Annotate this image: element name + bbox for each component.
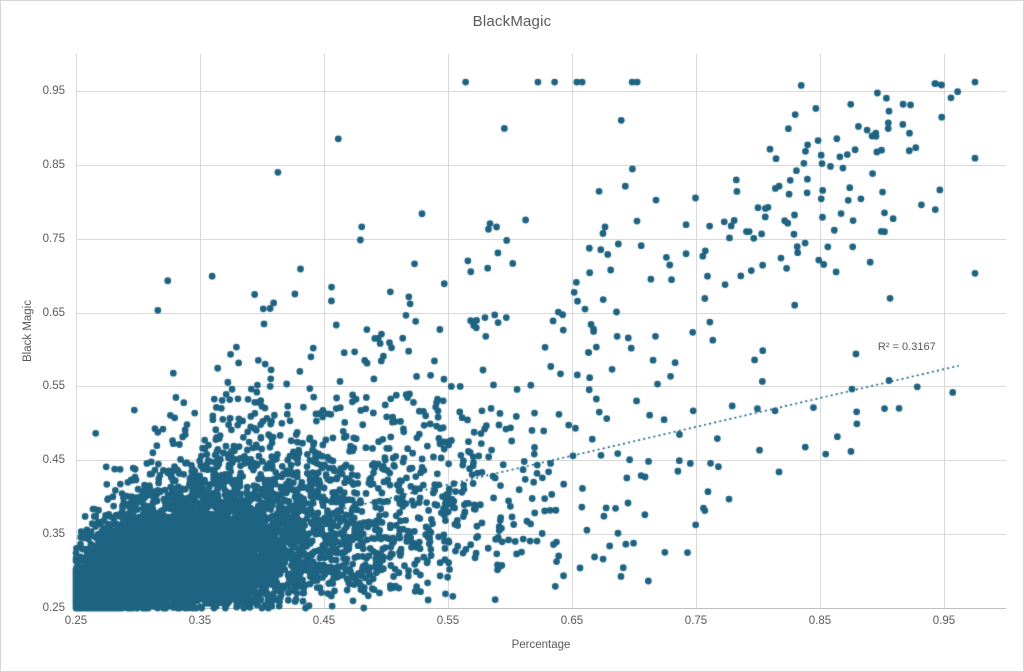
horizontal-gridline — [76, 460, 1006, 462]
vertical-gridline — [448, 54, 449, 608]
vertical-gridline — [696, 54, 697, 608]
r-squared-label: R² = 0.3167 — [877, 341, 936, 354]
x-axis-line — [76, 608, 1006, 609]
horizontal-gridline — [76, 238, 1006, 240]
horizontal-gridline — [76, 386, 1006, 388]
vertical-gridline — [944, 54, 945, 608]
vertical-gridline — [200, 54, 201, 608]
chart-title: BlackMagic — [472, 13, 552, 30]
y-tick-label: 0.65 — [42, 306, 65, 319]
y-tick-label: 0.85 — [42, 158, 65, 171]
y-tick-label: 0.45 — [42, 454, 65, 467]
x-tick-label: 0.75 — [684, 615, 708, 627]
x-tick-label: 0.25 — [64, 615, 88, 627]
x-tick-label: 0.85 — [808, 615, 832, 627]
vertical-gridline — [572, 54, 573, 608]
horizontal-gridline — [76, 164, 1006, 166]
x-tick-label: 0.65 — [560, 615, 584, 627]
y-tick-label: 0.55 — [42, 380, 65, 393]
y-tick-label: 0.75 — [42, 232, 65, 245]
x-tick-label: 0.35 — [188, 615, 212, 627]
y-tick-label: 0.95 — [42, 84, 65, 97]
plot-area — [76, 54, 1006, 609]
x-tick-label: 0.95 — [932, 615, 956, 627]
horizontal-gridline — [76, 312, 1006, 314]
vertical-gridline — [76, 54, 77, 608]
y-tick-label: 0.35 — [42, 528, 65, 541]
horizontal-gridline — [76, 90, 1006, 92]
y-axis-title: Black Magic — [22, 300, 34, 362]
vertical-gridline — [820, 54, 821, 608]
x-axis-title: Percentage — [511, 639, 571, 651]
y-tick-label: 0.25 — [42, 602, 65, 614]
x-tick-label: 0.45 — [312, 615, 336, 627]
vertical-gridline — [324, 54, 325, 608]
horizontal-gridline — [76, 534, 1006, 536]
x-tick-label: 0.55 — [436, 615, 460, 627]
